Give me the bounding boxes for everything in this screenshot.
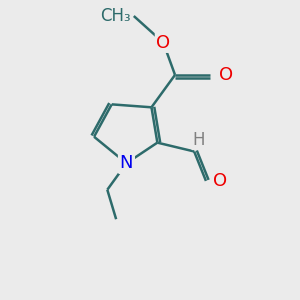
- Text: O: O: [213, 172, 227, 190]
- Text: O: O: [156, 34, 170, 52]
- Text: CH₃: CH₃: [100, 7, 131, 25]
- Text: N: N: [120, 154, 133, 172]
- Text: H: H: [192, 131, 205, 149]
- Text: O: O: [219, 66, 233, 84]
